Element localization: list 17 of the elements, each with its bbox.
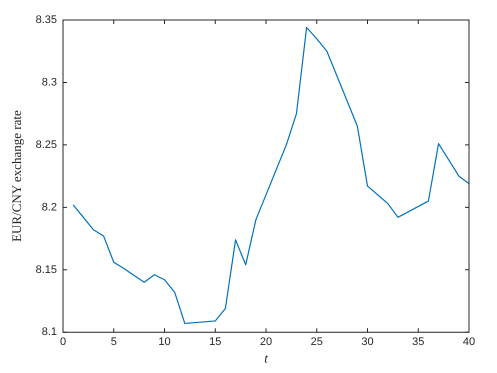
x-tick-label: 10 xyxy=(158,336,171,348)
y-tick-label: 8.1 xyxy=(42,326,58,338)
x-tick-label: 20 xyxy=(260,336,272,348)
y-tick-label: 8.3 xyxy=(42,76,58,88)
x-tick-label: 5 xyxy=(110,336,117,348)
y-tick-label: 8.25 xyxy=(36,138,58,151)
x-tick-label: 30 xyxy=(361,336,374,348)
x-tick-label: 25 xyxy=(310,336,323,348)
y-tick-label: 8.35 xyxy=(36,14,58,26)
y-axis-title: EUR/CNY exchange rate xyxy=(9,110,24,242)
x-axis-title: t xyxy=(264,350,268,366)
x-tick-label: 0 xyxy=(60,336,66,348)
x-tick-label: 35 xyxy=(412,336,424,348)
x-tick-label: 15 xyxy=(209,336,222,348)
y-tick-label: 8.2 xyxy=(42,201,58,214)
x-tick-label: 40 xyxy=(462,336,476,348)
y-tick-label: 8.15 xyxy=(36,264,58,276)
